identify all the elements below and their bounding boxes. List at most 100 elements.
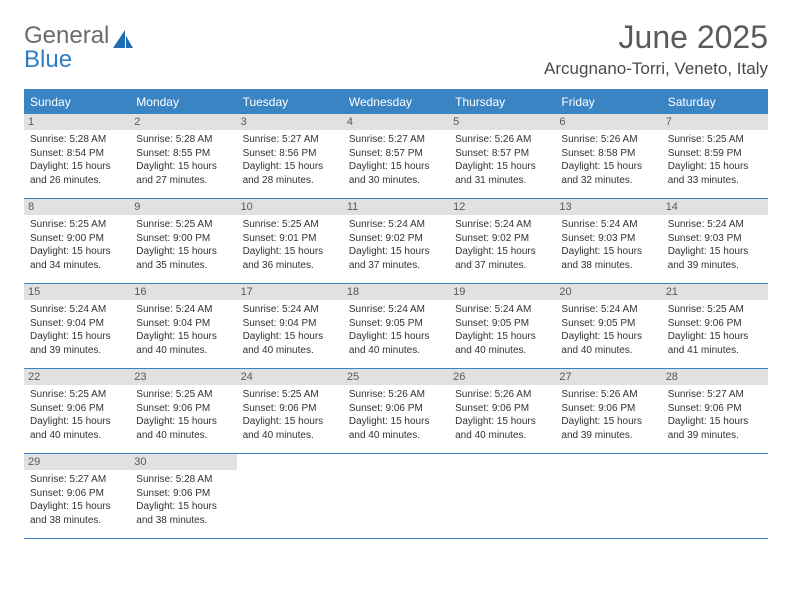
page: General Blue June 2025 Arcugnano-Torri, … (0, 0, 792, 612)
day-cell: 14Sunrise: 5:24 AMSunset: 9:03 PMDayligh… (662, 199, 768, 283)
day-number: 28 (662, 369, 768, 385)
day-cell: 27Sunrise: 5:26 AMSunset: 9:06 PMDayligh… (555, 369, 661, 453)
day-number: 3 (237, 114, 343, 130)
weekday-header: Wednesday (343, 91, 449, 114)
daylight-text: Daylight: 15 hours and 35 minutes. (136, 245, 230, 272)
day-cell: 5Sunrise: 5:26 AMSunset: 8:57 PMDaylight… (449, 114, 555, 198)
sunrise-text: Sunrise: 5:27 AM (668, 388, 762, 402)
day-cell: 30Sunrise: 5:28 AMSunset: 9:06 PMDayligh… (130, 454, 236, 538)
weekday-header: Thursday (449, 91, 555, 114)
sunrise-text: Sunrise: 5:25 AM (30, 388, 124, 402)
daylight-text: Daylight: 15 hours and 40 minutes. (561, 330, 655, 357)
daylight-text: Daylight: 15 hours and 39 minutes. (668, 415, 762, 442)
sunset-text: Sunset: 8:59 PM (668, 147, 762, 161)
sunset-text: Sunset: 9:06 PM (30, 402, 124, 416)
sunset-text: Sunset: 9:01 PM (243, 232, 337, 246)
day-number: 14 (662, 199, 768, 215)
sunrise-text: Sunrise: 5:27 AM (349, 133, 443, 147)
sunrise-text: Sunrise: 5:25 AM (136, 388, 230, 402)
location: Arcugnano-Torri, Veneto, Italy (544, 59, 768, 79)
day-cell: 21Sunrise: 5:25 AMSunset: 9:06 PMDayligh… (662, 284, 768, 368)
daylight-text: Daylight: 15 hours and 26 minutes. (30, 160, 124, 187)
weekday-header: Sunday (24, 91, 130, 114)
day-number: 25 (343, 369, 449, 385)
logo: General Blue (24, 20, 133, 72)
sunset-text: Sunset: 9:00 PM (30, 232, 124, 246)
day-number: 1 (24, 114, 130, 130)
day-cell: 3Sunrise: 5:27 AMSunset: 8:56 PMDaylight… (237, 114, 343, 198)
weekday-header: Tuesday (237, 91, 343, 114)
sunset-text: Sunset: 9:06 PM (136, 487, 230, 501)
day-cell: 29Sunrise: 5:27 AMSunset: 9:06 PMDayligh… (24, 454, 130, 538)
day-number: 4 (343, 114, 449, 130)
day-number: 17 (237, 284, 343, 300)
day-cell: 23Sunrise: 5:25 AMSunset: 9:06 PMDayligh… (130, 369, 236, 453)
logo-text-general: General (24, 22, 109, 49)
sunset-text: Sunset: 9:06 PM (136, 402, 230, 416)
day-number: 10 (237, 199, 343, 215)
daylight-text: Daylight: 15 hours and 39 minutes. (561, 415, 655, 442)
day-cell: 8Sunrise: 5:25 AMSunset: 9:00 PMDaylight… (24, 199, 130, 283)
daylight-text: Daylight: 15 hours and 40 minutes. (349, 415, 443, 442)
sunset-text: Sunset: 9:03 PM (561, 232, 655, 246)
daylight-text: Daylight: 15 hours and 37 minutes. (455, 245, 549, 272)
sunrise-text: Sunrise: 5:26 AM (455, 388, 549, 402)
day-cell (237, 454, 343, 538)
sunrise-text: Sunrise: 5:24 AM (561, 218, 655, 232)
sunrise-text: Sunrise: 5:24 AM (349, 218, 443, 232)
day-cell: 6Sunrise: 5:26 AMSunset: 8:58 PMDaylight… (555, 114, 661, 198)
daylight-text: Daylight: 15 hours and 37 minutes. (349, 245, 443, 272)
sunset-text: Sunset: 8:58 PM (561, 147, 655, 161)
day-number: 12 (449, 199, 555, 215)
day-number: 30 (130, 454, 236, 470)
day-number: 15 (24, 284, 130, 300)
sunrise-text: Sunrise: 5:24 AM (455, 218, 549, 232)
day-number: 6 (555, 114, 661, 130)
daylight-text: Daylight: 15 hours and 38 minutes. (561, 245, 655, 272)
sunrise-text: Sunrise: 5:25 AM (243, 218, 337, 232)
day-cell: 20Sunrise: 5:24 AMSunset: 9:05 PMDayligh… (555, 284, 661, 368)
sunrise-text: Sunrise: 5:24 AM (349, 303, 443, 317)
sunrise-text: Sunrise: 5:28 AM (136, 133, 230, 147)
day-cell (555, 454, 661, 538)
sunset-text: Sunset: 8:55 PM (136, 147, 230, 161)
week-row: 15 Sunrise: 5:24 AM Sunset: 9:04 PM Dayligh… (24, 284, 768, 369)
day-cell: 24Sunrise: 5:25 AMSunset: 9:06 PMDayligh… (237, 369, 343, 453)
sunrise-text: Sunrise: 5:25 AM (668, 133, 762, 147)
day-cell: 7Sunrise: 5:25 AMSunset: 8:59 PMDaylight… (662, 114, 768, 198)
day-cell: 19Sunrise: 5:24 AMSunset: 9:05 PMDayligh… (449, 284, 555, 368)
day-number: 2 (130, 114, 236, 130)
sunrise-text: Sunrise: 5:26 AM (561, 388, 655, 402)
daylight-text: Daylight: 15 hours and 40 minutes. (30, 415, 124, 442)
day-cell: 12 Sunrise: 5:24 AMSunset: 9:02 PMDayligh… (449, 199, 555, 283)
day-cell: 4Sunrise: 5:27 AMSunset: 8:57 PMDaylight… (343, 114, 449, 198)
daylight-text: Daylight: 15 hours and 33 minutes. (668, 160, 762, 187)
day-cell: 15Sunrise: 5:24 AMSunset: 9:04 PMDayligh… (24, 284, 130, 368)
sunset-text: Sunset: 9:04 PM (243, 317, 337, 331)
week-row: 22Sunrise: 5:25 AMSunset: 9:06 PMDayligh… (24, 369, 768, 454)
day-number: 20 (555, 284, 661, 300)
weekday-header-row: Sunday Monday Tuesday Wednesday Thursday… (24, 91, 768, 114)
page-title: June 2025 (544, 20, 768, 55)
daylight-text: Daylight: 15 hours and 30 minutes. (349, 160, 443, 187)
day-number: 9 (130, 199, 236, 215)
sunrise-text: Sunrise: 5:25 AM (136, 218, 230, 232)
day-cell (449, 454, 555, 538)
sunset-text: Sunset: 9:04 PM (136, 317, 230, 331)
day-cell: 25Sunrise: 5:26 AMSunset: 9:06 PMDayligh… (343, 369, 449, 453)
day-cell: 26Sunrise: 5:26 AMSunset: 9:06 PMDayligh… (449, 369, 555, 453)
sunset-text: Sunset: 9:05 PM (349, 317, 443, 331)
sunset-text: Sunset: 9:02 PM (455, 232, 549, 246)
weekday-header: Saturday (662, 91, 768, 114)
day-cell: 16Sunrise: 5:24 AMSunset: 9:04 PMDayligh… (130, 284, 236, 368)
daylight-text: Daylight: 15 hours and 39 minutes. (30, 330, 124, 357)
weeks-container: 1Sunrise: 5:28 AMSunset: 8:54 PMDaylight… (24, 114, 768, 539)
sunset-text: Sunset: 8:54 PM (30, 147, 124, 161)
sunrise-text: Sunrise: 5:24 AM (668, 218, 762, 232)
weekday-header: Monday (130, 91, 236, 114)
day-number: 29 (24, 454, 130, 470)
day-cell: 11Sunrise: 5:24 AMSunset: 9:02 PMDayligh… (343, 199, 449, 283)
day-cell (662, 454, 768, 538)
sunset-text: Sunset: 9:06 PM (349, 402, 443, 416)
day-number: 18 (343, 284, 449, 300)
